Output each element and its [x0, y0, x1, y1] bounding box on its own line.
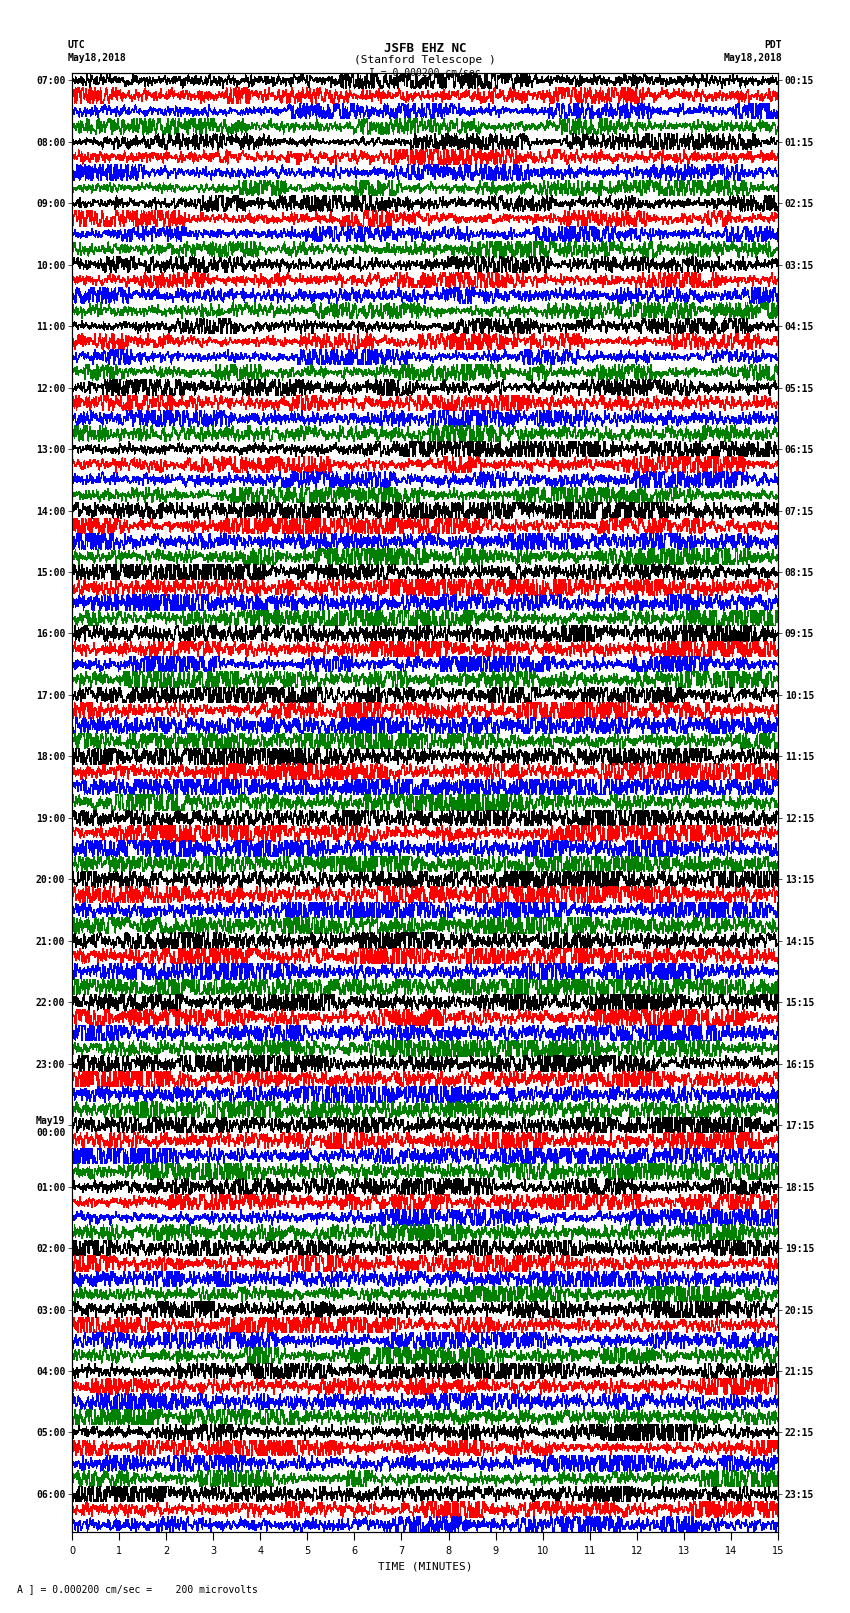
Text: May18,2018: May18,2018 [723, 53, 782, 63]
Text: (Stanford Telescope ): (Stanford Telescope ) [354, 55, 496, 65]
Text: UTC: UTC [68, 40, 86, 50]
Text: May18,2018: May18,2018 [68, 53, 127, 63]
Text: PDT: PDT [764, 40, 782, 50]
Text: A ] = 0.000200 cm/sec =    200 microvolts: A ] = 0.000200 cm/sec = 200 microvolts [17, 1584, 258, 1594]
X-axis label: TIME (MINUTES): TIME (MINUTES) [377, 1561, 473, 1571]
Text: JSFB EHZ NC: JSFB EHZ NC [383, 42, 467, 55]
Text: I = 0.000200 cm/sec: I = 0.000200 cm/sec [369, 68, 481, 77]
